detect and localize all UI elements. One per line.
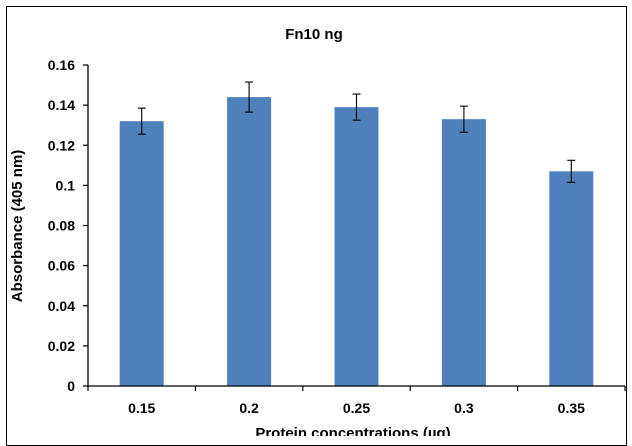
x-tick-label: 0.2: [239, 400, 259, 416]
x-tick-label: 0.15: [128, 400, 155, 416]
bar-chart: Fn10 ng Absorbance (405 nm) Protein conc…: [9, 26, 626, 436]
y-tick-label: 0.1: [56, 177, 76, 193]
y-ticks-group: 0 0.02 0.04 0.06 0.08 0.1 0.12 0.14 0.16: [48, 57, 88, 394]
y-axis-label: Absorbance (405 nm): [9, 150, 26, 303]
y-tick-label: 0.04: [48, 298, 75, 314]
y-tick-label: 0: [67, 378, 75, 394]
x-tick-label: 0.3: [454, 400, 474, 416]
chart-title: Fn10 ng: [285, 26, 343, 43]
bar-0.15: [119, 121, 164, 387]
chart-frame: [6, 6, 627, 446]
y-tick-label: 0.08: [48, 218, 75, 234]
bar-0.25: [334, 107, 379, 386]
y-tick-label: 0.06: [48, 258, 75, 274]
y-tick-label: 0.02: [48, 338, 75, 354]
y-tick-label: 0.16: [48, 57, 75, 73]
error-bars-group: [137, 81, 576, 183]
y-tick-label: 0.14: [48, 97, 75, 113]
bar-0.35: [549, 171, 594, 386]
bar-0.3: [441, 119, 486, 386]
y-tick-label: 0.12: [48, 137, 75, 153]
x-tick-label: 0.35: [558, 400, 585, 416]
bars-group: [119, 97, 594, 387]
x-ticks-group: 0.15 0.2 0.25 0.3 0.35: [87, 386, 626, 416]
x-tick-label: 0.25: [343, 400, 370, 416]
x-axis-label: Protein concentrations (µg): [255, 425, 450, 436]
bar-0.2: [227, 97, 272, 386]
